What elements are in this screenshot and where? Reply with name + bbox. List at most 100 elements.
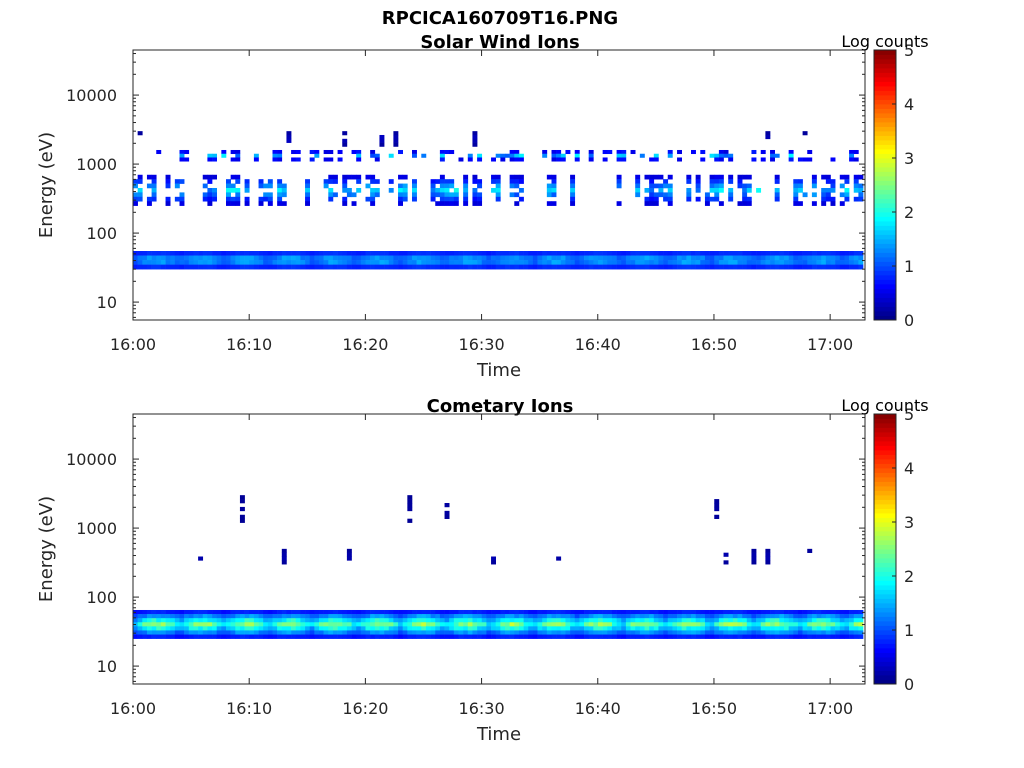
spectrogram-cell xyxy=(342,634,348,639)
spectrogram-cell xyxy=(509,251,515,256)
spectrogram-cell xyxy=(356,264,362,270)
spectrogram-cell xyxy=(137,196,143,202)
spectrogram-cell xyxy=(393,138,399,143)
spectrogram-cell xyxy=(472,260,478,265)
spectrogram-cell xyxy=(602,634,608,639)
spectrogram-cell xyxy=(337,630,343,635)
spectrogram-cell xyxy=(267,622,273,627)
spectrogram-cell xyxy=(570,634,576,639)
spectrogram-cell xyxy=(421,153,427,158)
spectrogram-cell xyxy=(319,614,324,619)
x-tick-label: 16:50 xyxy=(691,699,737,718)
spectrogram-cell xyxy=(421,251,427,256)
spectrogram-cell xyxy=(570,174,576,180)
spectrogram-cell xyxy=(388,255,394,261)
spectrogram-cell xyxy=(644,255,650,261)
spectrogram-cell xyxy=(523,614,529,619)
spectrogram-cell xyxy=(593,630,599,635)
spectrogram-cell xyxy=(388,251,394,256)
spectrogram-cell xyxy=(509,630,515,635)
spectrogram-cell xyxy=(667,183,673,189)
spectrogram-cell xyxy=(133,614,138,619)
spectrogram-cell xyxy=(402,251,408,256)
spectrogram-cell xyxy=(374,255,380,261)
spectrogram-cell xyxy=(821,260,827,265)
spectrogram-cell xyxy=(546,630,552,635)
spectrogram-cell xyxy=(532,634,538,639)
spectrogram-cell xyxy=(779,634,785,639)
spectrogram-cell xyxy=(514,183,520,189)
spectrogram-cell xyxy=(449,264,455,270)
spectrogram-cell xyxy=(518,157,524,162)
spectrogram-cell xyxy=(207,260,213,265)
spectrogram-cell xyxy=(179,630,185,635)
spectrogram-cell xyxy=(453,626,459,631)
spectrogram-cell xyxy=(281,618,287,623)
spectrogram-cell xyxy=(467,251,473,256)
spectrogram-cell xyxy=(514,264,520,270)
spectrogram-cell xyxy=(756,622,762,627)
colorbar-swatch xyxy=(874,585,896,590)
spectrogram-cell xyxy=(444,634,450,639)
spectrogram-cell xyxy=(277,626,283,631)
spectrogram-cell xyxy=(221,264,227,270)
spectrogram-cell xyxy=(630,630,636,635)
spectrogram-cell xyxy=(784,630,789,635)
spectrogram-cell xyxy=(658,183,664,189)
spectrogram-cell xyxy=(574,609,580,615)
spectrogram-cell xyxy=(351,260,357,265)
spectrogram-cell xyxy=(221,260,227,265)
spectrogram-cell xyxy=(598,618,603,623)
spectrogram-cell xyxy=(467,264,473,270)
spectrogram-cell xyxy=(853,609,859,615)
spectrogram-cell xyxy=(505,618,510,623)
spectrogram-cell xyxy=(700,251,706,256)
spectrogram-cell xyxy=(202,251,208,256)
spectrogram-cell xyxy=(453,251,459,256)
spectrogram-cell xyxy=(463,187,469,193)
spectrogram-cell xyxy=(737,630,743,635)
spectrogram-cell xyxy=(821,187,827,193)
spectrogram-cell xyxy=(430,264,436,270)
spectrogram-cell xyxy=(332,630,338,635)
spectrogram-cell xyxy=(221,614,227,619)
spectrogram-cell xyxy=(477,201,483,206)
spectrogram-cell xyxy=(356,149,362,155)
spectrogram-cell xyxy=(797,157,803,162)
spectrogram-cell xyxy=(430,192,436,198)
y-tick-label: 100 xyxy=(86,588,117,607)
spectrogram-cell xyxy=(472,614,478,619)
spectrogram-cell xyxy=(718,622,724,627)
spectrogram-cell xyxy=(523,255,529,261)
spectrogram-cell xyxy=(491,626,496,631)
spectrogram-cell xyxy=(230,614,236,619)
spectrogram-cell xyxy=(621,618,627,623)
spectrogram-cell xyxy=(272,157,278,162)
spectrogram-cell xyxy=(802,251,808,256)
spectrogram-cell xyxy=(481,634,487,639)
spectrogram-cell xyxy=(816,614,822,619)
spectrogram-cell xyxy=(542,255,548,261)
spectrogram-cell xyxy=(788,264,794,270)
spectrogram-cell xyxy=(532,264,538,270)
spectrogram-cell xyxy=(537,622,543,627)
spectrogram-cell xyxy=(849,251,855,256)
spectrogram-cell xyxy=(230,618,236,623)
spectrogram-cell xyxy=(788,622,794,627)
spectrogram-cell xyxy=(207,255,213,261)
spectrogram-cell xyxy=(579,626,585,631)
spectrogram-cell xyxy=(481,251,487,256)
spectrogram-cell xyxy=(500,626,506,631)
spectrogram-cell xyxy=(756,264,762,270)
spectrogram-cell xyxy=(746,255,752,261)
spectrogram-cell xyxy=(146,251,152,256)
spectrogram-cell xyxy=(188,614,194,619)
spectrogram-cell xyxy=(760,157,766,162)
spectrogram-cell xyxy=(560,609,566,615)
colorbar-swatch xyxy=(874,153,896,159)
spectrogram-cell xyxy=(649,183,655,189)
spectrogram-cell xyxy=(467,153,473,158)
spectrogram-cell xyxy=(751,157,757,162)
spectrogram-cell xyxy=(249,626,255,631)
spectrogram-cell xyxy=(463,626,469,631)
